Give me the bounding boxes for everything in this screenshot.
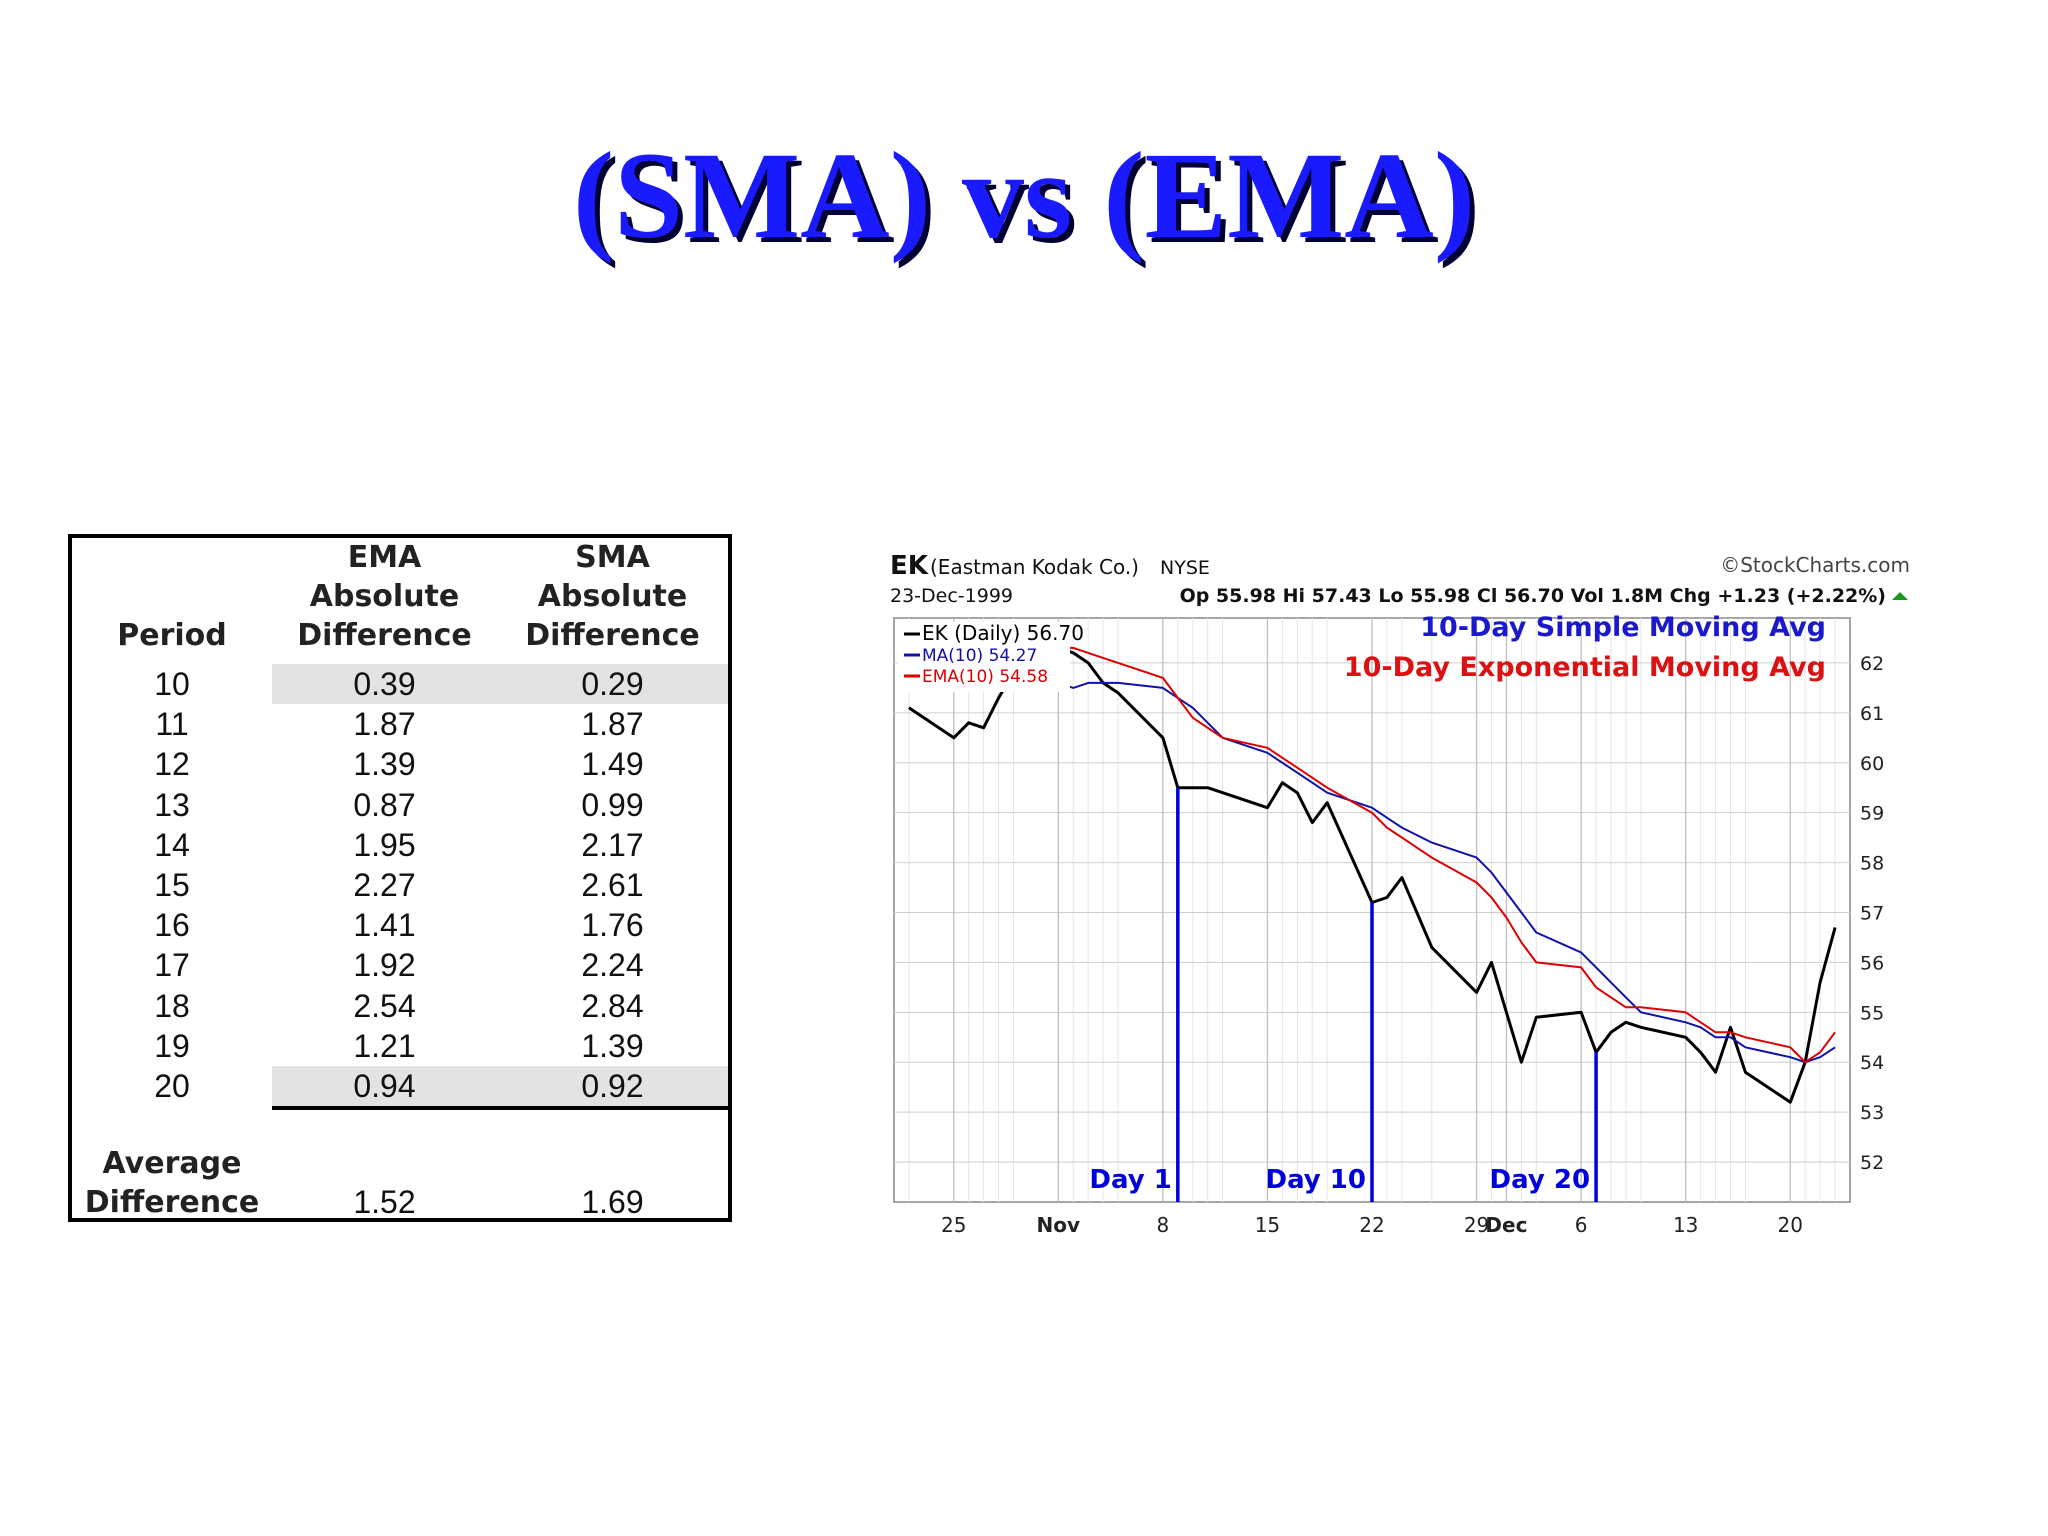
sma-cell: 1.87 — [581, 706, 644, 743]
day-marker-label: Day 10 — [1265, 1165, 1366, 1195]
ema-cell: 0.94 — [353, 1068, 416, 1104]
period-cell: 19 — [154, 1027, 190, 1064]
sma-cell: 0.92 — [581, 1068, 644, 1104]
y-tick-label: 60 — [1860, 753, 1884, 775]
sma-cell: 2.84 — [581, 987, 644, 1024]
period-cell: 18 — [154, 987, 190, 1024]
legend-entry: EK (Daily) 56.70 — [922, 621, 1084, 645]
chart-date: 23-Dec-1999 — [890, 585, 1013, 607]
y-tick-label: 53 — [1860, 1102, 1884, 1124]
footer-label-line: Average — [102, 1146, 242, 1181]
page-title: (SMA) vs (EMA) — [572, 127, 1476, 264]
sma-cell: 0.29 — [581, 666, 644, 702]
chart-company: (Eastman Kodak Co.) — [930, 555, 1139, 579]
legend-entry: MA(10) 54.27 — [922, 646, 1037, 666]
x-tick-label: 29 — [1464, 1213, 1489, 1237]
x-tick-label: 20 — [1778, 1213, 1803, 1237]
annotation-sma: 10-Day Simple Moving Avg — [1420, 612, 1826, 643]
legend-entry: EMA(10) 54.58 — [922, 667, 1048, 687]
sma-header-line: Difference — [525, 618, 700, 653]
x-tick-label: Nov — [1037, 1213, 1081, 1237]
day-marker-label: Day 20 — [1490, 1165, 1591, 1195]
sma-cell: 0.99 — [581, 786, 644, 823]
x-tick-label: 13 — [1673, 1213, 1698, 1237]
chart-exchange: NYSE — [1160, 557, 1210, 579]
up-arrow-icon — [1892, 592, 1908, 600]
ema-cell: 1.39 — [353, 746, 416, 783]
x-tick-label: 15 — [1255, 1213, 1280, 1237]
ema-header-line: EMA — [347, 540, 422, 575]
period-cell: 15 — [154, 867, 190, 903]
series-line-2 — [1058, 646, 1836, 1064]
ema-cell: 1.95 — [353, 826, 416, 863]
x-tick-label: Dec — [1485, 1213, 1527, 1237]
table-rule — [272, 1106, 728, 1110]
chart-symbol: EK — [890, 551, 929, 581]
period-cell: 14 — [154, 826, 190, 863]
period-cell: 17 — [154, 947, 190, 984]
ema-cell: 2.54 — [353, 987, 416, 1024]
x-tick-label: 8 — [1157, 1213, 1170, 1237]
sma-cell: 2.61 — [581, 867, 644, 903]
y-tick-label: 57 — [1860, 902, 1884, 924]
ema-header-line: Absolute — [309, 579, 460, 614]
sma-average: 1.69 — [581, 1184, 644, 1220]
period-cell: 11 — [155, 706, 189, 743]
period-cell: 10 — [154, 666, 190, 702]
y-tick-label: 59 — [1860, 803, 1884, 825]
chart-quote: Op 55.98 Hi 57.43 Lo 55.98 Cl 56.70 Vol … — [1180, 585, 1886, 607]
period-cell: 12 — [154, 746, 190, 783]
ema-average: 1.52 — [353, 1184, 416, 1220]
row-band-first — [272, 664, 728, 704]
legend-box — [898, 622, 1070, 692]
row-band-last — [272, 1066, 728, 1106]
ema-cell: 0.39 — [353, 666, 416, 702]
ema-cell: 1.87 — [353, 706, 416, 743]
ema-cell: 1.21 — [353, 1027, 416, 1064]
y-tick-label: 56 — [1860, 952, 1884, 974]
sma-cell: 2.17 — [581, 826, 644, 863]
annotation-ema: 10-Day Exponential Moving Avg — [1344, 652, 1826, 683]
period-cell: 16 — [154, 907, 190, 944]
table-body: EMA Absolute Difference SMA Absolute Differen… — [72, 538, 728, 1220]
series-line-1 — [1057, 681, 1836, 1064]
day-marker-label: Day 1 — [1089, 1165, 1171, 1195]
ema-header-line: Difference — [297, 618, 472, 653]
period-header: Period — [117, 618, 227, 653]
sma-cell: 1.76 — [581, 907, 644, 944]
ema-cell: 1.41 — [353, 907, 416, 944]
period-cell: 20 — [154, 1068, 190, 1104]
sma-cell: 1.49 — [581, 746, 644, 783]
y-tick-label: 62 — [1860, 653, 1884, 675]
y-tick-label: 58 — [1860, 853, 1884, 875]
y-tick-label: 55 — [1860, 1002, 1884, 1024]
ema-cell: 2.27 — [353, 867, 416, 903]
series-line-0 — [908, 646, 1837, 1104]
chart-source: ©StockCharts.com — [1720, 553, 1910, 577]
sma-header-line: SMA — [575, 540, 650, 575]
x-tick-label: 6 — [1575, 1213, 1588, 1237]
x-tick-label: 22 — [1359, 1213, 1384, 1237]
sma-header-line: Absolute — [537, 579, 688, 614]
sma-cell: 1.39 — [581, 1027, 644, 1064]
sma-cell: 2.24 — [581, 947, 644, 984]
y-tick-label: 52 — [1860, 1152, 1884, 1174]
y-tick-label: 54 — [1860, 1052, 1884, 1074]
x-tick-label: 25 — [941, 1213, 966, 1237]
period-cell: 13 — [154, 786, 190, 823]
y-tick-label: 61 — [1860, 703, 1884, 725]
footer-label-line: Difference — [84, 1185, 260, 1220]
ema-cell: 1.92 — [353, 947, 416, 984]
comparison-table: EMA Absolute Difference SMA Absolute Differen… — [68, 534, 732, 1222]
ema-cell: 0.87 — [353, 786, 416, 823]
